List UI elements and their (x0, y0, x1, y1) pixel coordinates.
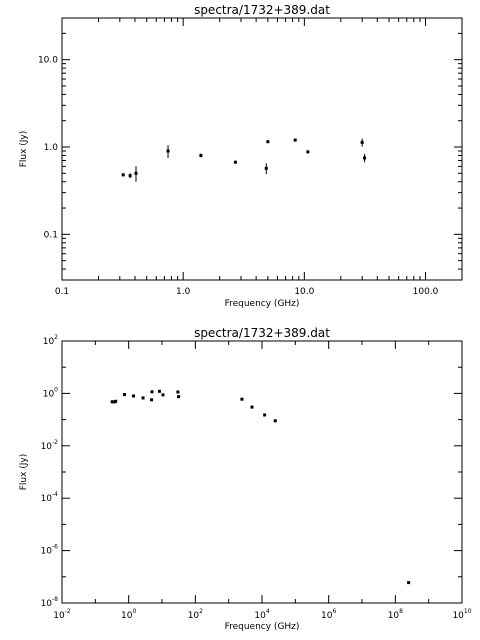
data-point (132, 394, 136, 398)
data-point (407, 581, 411, 585)
y-tick-label: 102 (43, 334, 58, 347)
data-point (360, 140, 364, 144)
y-tick-label: 0.1 (44, 230, 58, 240)
data-point (141, 396, 145, 400)
x-tick-label: 1.0 (176, 287, 191, 297)
y-tick-label: 10.0 (38, 56, 58, 66)
data-point (128, 174, 132, 178)
x-tick-label: 100.0 (413, 287, 439, 297)
plot-frame (61, 340, 463, 604)
data-point (123, 393, 127, 397)
data-point (199, 153, 203, 157)
data-point (114, 399, 118, 403)
data-point (306, 150, 310, 154)
data-point (240, 397, 244, 401)
x-tick-label: 108 (388, 608, 403, 621)
chart-title: spectra/1732+389.dat (194, 326, 330, 340)
data-point (176, 390, 180, 394)
data-point (233, 160, 237, 164)
y-tick-label: 10-6 (41, 544, 59, 557)
x-tick-label: 106 (321, 608, 336, 621)
chart-title: spectra/1732+389.dat (194, 3, 330, 17)
y-tick-label: 10-8 (41, 596, 59, 609)
x-axis-label: Frequency (GHz) (225, 299, 300, 309)
plot-frame (61, 17, 463, 281)
data-point (134, 171, 138, 175)
x-tick-label: 10-2 (53, 608, 71, 621)
x-tick-label: 104 (254, 608, 269, 621)
data-point (263, 413, 267, 417)
data-point (266, 140, 270, 144)
x-tick-label: 0.1 (55, 287, 69, 297)
chart-panel-2: spectra/1732+389.dat Frequency (GHz) Flux … (19, 326, 472, 632)
chart-panel-1: spectra/1732+389.dat Frequency (GHz) Flux … (19, 3, 463, 309)
data-point (161, 393, 165, 397)
data-point (121, 173, 125, 177)
y-tick-label: 100 (43, 386, 58, 399)
x-tick-label: 1010 (452, 608, 471, 621)
x-tick-label: 10.0 (294, 287, 314, 297)
x-tick-label: 102 (188, 608, 203, 621)
data-point (250, 405, 254, 409)
x-axis-label: Frequency (GHz) (225, 622, 300, 632)
data-point (293, 138, 297, 142)
data-point (273, 419, 277, 423)
data-point (166, 149, 170, 153)
y-tick-label: 10-2 (41, 439, 59, 452)
data-point (177, 395, 181, 399)
data-point (150, 398, 154, 402)
y-axis-label: Flux (Jy) (19, 454, 29, 491)
data-point (157, 389, 161, 393)
y-tick-label: 10-4 (41, 491, 59, 504)
data-point (150, 390, 154, 394)
y-axis-label: Flux (Jy) (19, 131, 29, 168)
data-point (264, 166, 268, 170)
data-point (363, 156, 367, 160)
x-tick-label: 100 (121, 608, 136, 621)
y-tick-label: 1.0 (44, 143, 59, 153)
